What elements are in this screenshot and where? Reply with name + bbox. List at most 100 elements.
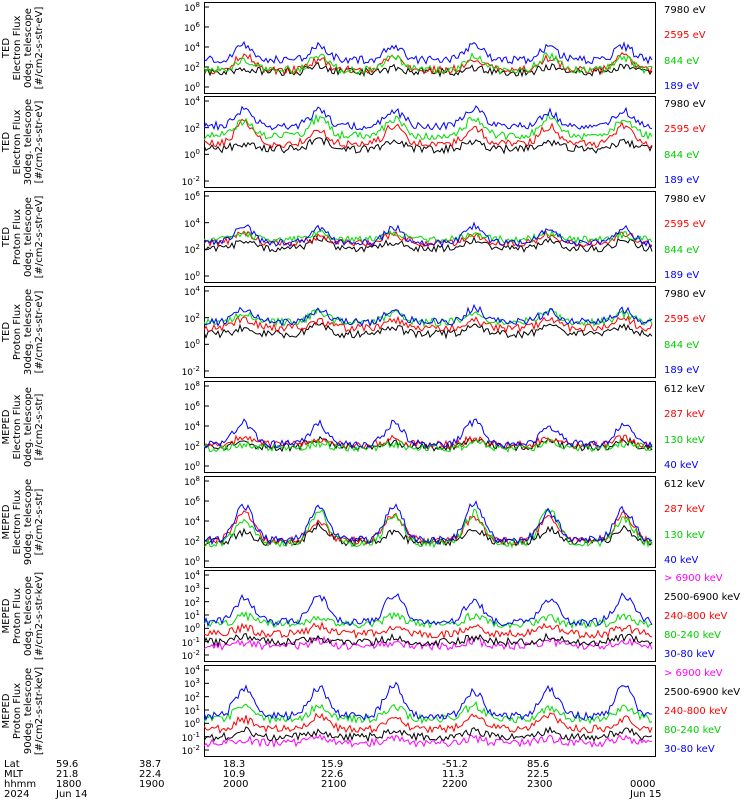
legend-entry: 130 keV [664,529,705,541]
x-axis-value: 22.4 [139,769,162,780]
legend-entry: 2595 eV [664,314,706,326]
y-tick-label: 106 [184,21,200,34]
y-tick-label: 100 [184,270,200,283]
legend-entry: 2595 eV [664,124,706,136]
x-axis-value: 22.5 [527,769,550,780]
y-axis-label: MEPED Electron Flux 0deg. telescope [#/c… [1,387,45,467]
series-line [204,137,653,155]
series-line [204,632,653,648]
y-tick-label: 104 [184,95,200,108]
y-tick-label: 104 [184,664,200,677]
series-line [204,221,653,248]
panel-6: MEPED Electron Flux 90deg. telescope [#/… [0,475,750,568]
legend-entry: 130 keV [664,434,705,446]
x-row-label: 2024 [4,789,30,800]
series-line [204,508,653,549]
series-line [204,418,653,450]
x-axis-value: 0000 [630,779,656,790]
y-tick-label: 102 [184,121,200,135]
legend-entry: 7980 eV [664,99,706,110]
y-tick-label: 102 [184,243,200,257]
legend-entry: 287 keV [664,409,705,421]
plot-area [204,6,653,88]
y-tick-label: 103 [184,582,200,596]
panel-4: TED Proton Flux 30deg. telescope [#/cm2-… [0,285,750,378]
legend-entry: 612 keV [664,479,705,490]
panel-1: TED Electron Flux 0deg. telescope [#/cm2… [0,1,750,94]
legend-entry: 844 eV [664,339,700,351]
series-line [204,592,653,628]
y-tick-label: 101 [184,609,200,622]
y-tick-label: 100 [184,338,200,352]
plot-frame [204,381,656,473]
y-tick-label: 104 [184,285,200,298]
x-row-label: Lat [4,759,20,770]
y-axis-label: MEPED Electron Flux 90deg. telescope [#/… [1,478,45,566]
legend-entry: 844 eV [664,55,700,67]
series-line [204,105,653,132]
x-axis-value: 1800 [56,779,82,790]
plot-frame [204,476,656,568]
series-line [204,635,653,651]
y-tick-label: 104 [184,216,200,230]
series-line [204,438,653,453]
series-line [204,315,653,334]
x-axis-value: 11.3 [442,769,465,780]
x-axis-value: Jun 15 [630,789,662,800]
legend-entry: 7980 eV [664,194,706,205]
y-tick-label: 102 [184,690,200,704]
plot-frame [204,2,656,94]
legend-entry: 189 eV [664,365,700,376]
y-tick-label: 100 [184,460,200,473]
y-axis-label: TED Proton Flux 0deg. telescope [#/cm2-s… [1,195,45,279]
series-line [204,435,653,453]
legend-entry: 80-240 keV [664,630,722,641]
y-tick-label: 106 [184,495,200,508]
plot-area [204,290,653,372]
y-tick-label: 104 [184,515,200,528]
legend-entry: 30-80 keV [664,744,715,755]
plot-area [204,195,653,277]
x-axis-value: 85.6 [527,759,550,770]
y-tick-label: 104 [184,420,200,433]
series-line [204,40,653,65]
x-axis-value: 2300 [527,779,553,790]
y-axis-label: MEPED Proton Flux 0deg. telescope [#/cm2… [1,571,45,661]
series-line [204,118,653,149]
series-line [204,112,653,141]
legend-entry: 7980 eV [664,289,706,300]
y-tick-label: 10-1 [181,635,200,649]
panel-2: TED Electron Flux 30deg. telescope [#/cm… [0,95,750,188]
x-row-label: hhmm [4,779,37,790]
legend-entry: 189 eV [664,270,700,281]
y-axis-label: TED Electron Flux 0deg. telescope [#/cm2… [1,6,45,90]
plot-area [204,385,653,467]
series-line [204,303,653,328]
y-tick-label: 103 [184,677,200,691]
y-tick-label: 10-2 [181,365,200,378]
legend-entry: 2595 eV [664,30,706,42]
x-axis-value: 2200 [442,779,468,790]
y-tick-label: 100 [184,148,200,162]
y-tick-label: 102 [184,440,200,453]
y-axis-label: TED Proton Flux 30deg. telescope [#/cm2-… [1,288,45,376]
y-tick-label: 100 [184,717,200,731]
legend-entry: 7980 eV [664,5,706,16]
y-axis-label: TED Electron Flux 30deg. telescope [#/cm… [1,98,45,186]
y-tick-label: 10-2 [181,744,200,757]
legend-entry: 2500-6900 keV [664,687,741,698]
panel-5: MEPED Electron Flux 0deg. telescope [#/c… [0,380,750,473]
x-axis-value: 21.8 [56,769,79,780]
legend-entry: 80-240 keV [664,725,722,736]
legend-entry: 2595 eV [664,219,706,231]
series-line [204,621,653,640]
y-tick-label: 10-2 [181,175,200,188]
x-axis-value: 38.7 [139,759,162,770]
y-tick-label: 108 [184,380,200,393]
y-tick-label: 104 [184,41,200,54]
x-axis-value: 2100 [321,779,347,790]
legend-entry: 240-800 keV [664,706,728,717]
x-row-label: MLT [4,769,23,780]
legend-entry: 2500-6900 keV [664,592,741,603]
